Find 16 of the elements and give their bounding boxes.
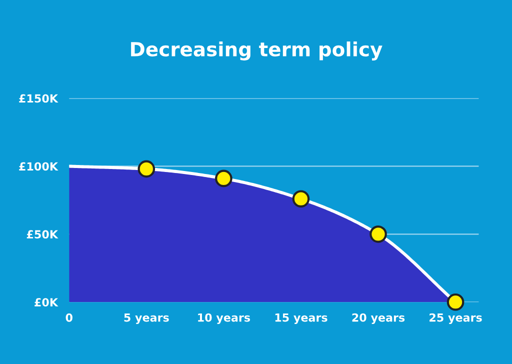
y-tick-label: £100K	[19, 162, 58, 171]
point	[446, 293, 464, 311]
chart-title: Decreasing term policy	[131, 41, 382, 60]
x-tick-label: 20 years	[352, 313, 405, 324]
point	[215, 170, 232, 188]
y-tick-label: £150K	[19, 94, 58, 103]
point	[138, 160, 156, 178]
x-tick-label: 0	[66, 313, 72, 322]
point	[292, 190, 310, 208]
y-tick-label: £0K	[34, 298, 58, 306]
x-tick-label: 25 years	[430, 313, 482, 324]
y-tick-label: £50K	[26, 230, 58, 239]
x-tick-label: 10 years	[198, 313, 250, 324]
x-tick-label: 5 years	[124, 313, 169, 324]
x-tick-label: 15 years	[275, 313, 328, 324]
point	[370, 226, 387, 243]
